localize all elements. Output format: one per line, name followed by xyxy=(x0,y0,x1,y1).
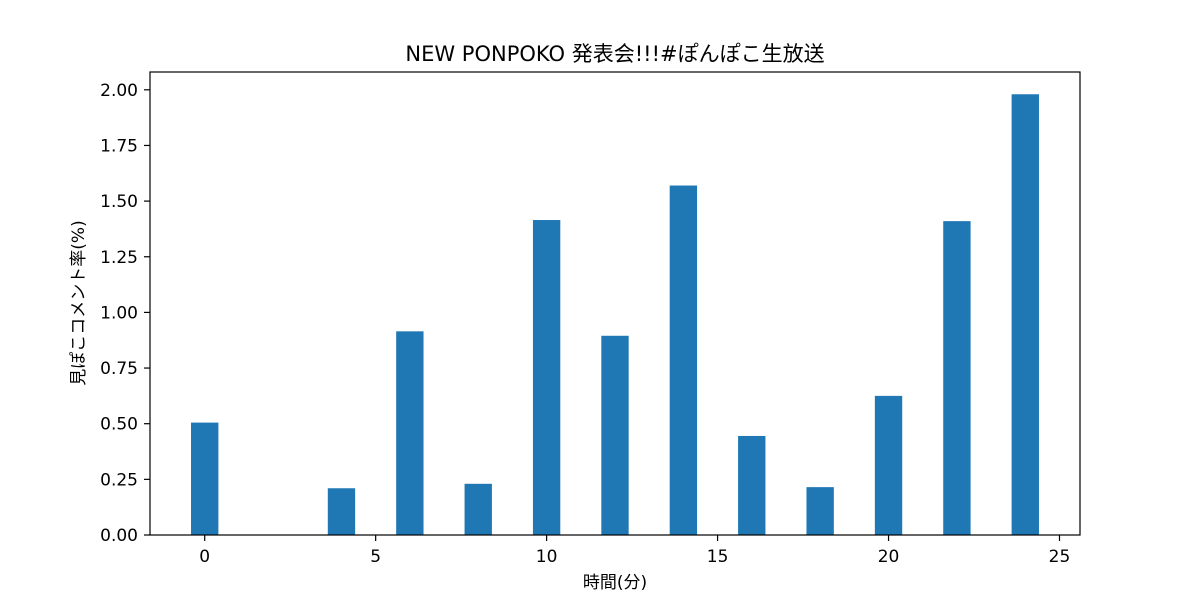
y-axis-title: 見ぽこコメント率(%) xyxy=(69,220,89,385)
y-tick-label: 1.50 xyxy=(100,192,138,212)
x-axis: 0 5 10 15 20 25 xyxy=(199,535,1070,567)
x-tick-label: 20 xyxy=(878,547,900,567)
bar-12 xyxy=(601,335,629,535)
y-tick-label: 1.75 xyxy=(100,136,138,156)
y-tick-label: 1.00 xyxy=(100,303,138,323)
bar-6 xyxy=(396,331,424,535)
y-tick-label: 0.00 xyxy=(100,526,138,546)
x-tick-label: 0 xyxy=(199,547,210,567)
bars-layer xyxy=(191,94,1039,536)
x-tick-label: 5 xyxy=(370,547,381,567)
bar-24 xyxy=(1011,94,1039,535)
bar-18 xyxy=(806,487,834,535)
bar-16 xyxy=(738,435,766,535)
y-tick-label: 0.25 xyxy=(100,470,138,490)
bar-20 xyxy=(874,395,903,535)
x-tick-label: 10 xyxy=(536,547,558,567)
bar-4 xyxy=(327,488,356,535)
bar-14 xyxy=(669,185,698,535)
bar-0 xyxy=(191,422,219,535)
chart-title: NEW PONPOKO 発表会!!!#ぽんぽこ生放送 xyxy=(405,42,824,66)
x-tick-label: 15 xyxy=(707,547,729,567)
y-tick-label: 0.75 xyxy=(100,359,138,379)
y-tick-label: 0.50 xyxy=(100,415,138,435)
y-tick-label: 2.00 xyxy=(100,81,138,101)
y-tick-label: 1.25 xyxy=(100,248,138,268)
bar-10 xyxy=(532,220,561,536)
x-axis-title: 時間(分) xyxy=(583,573,647,593)
plot-frame xyxy=(149,71,1081,536)
x-tick-label: 25 xyxy=(1049,547,1071,567)
y-axis: 0.00 0.25 0.50 0.75 1.00 1.25 1.50 1.75 2.00 xyxy=(100,81,150,546)
bar-8 xyxy=(464,483,492,535)
bar-22 xyxy=(943,221,971,536)
